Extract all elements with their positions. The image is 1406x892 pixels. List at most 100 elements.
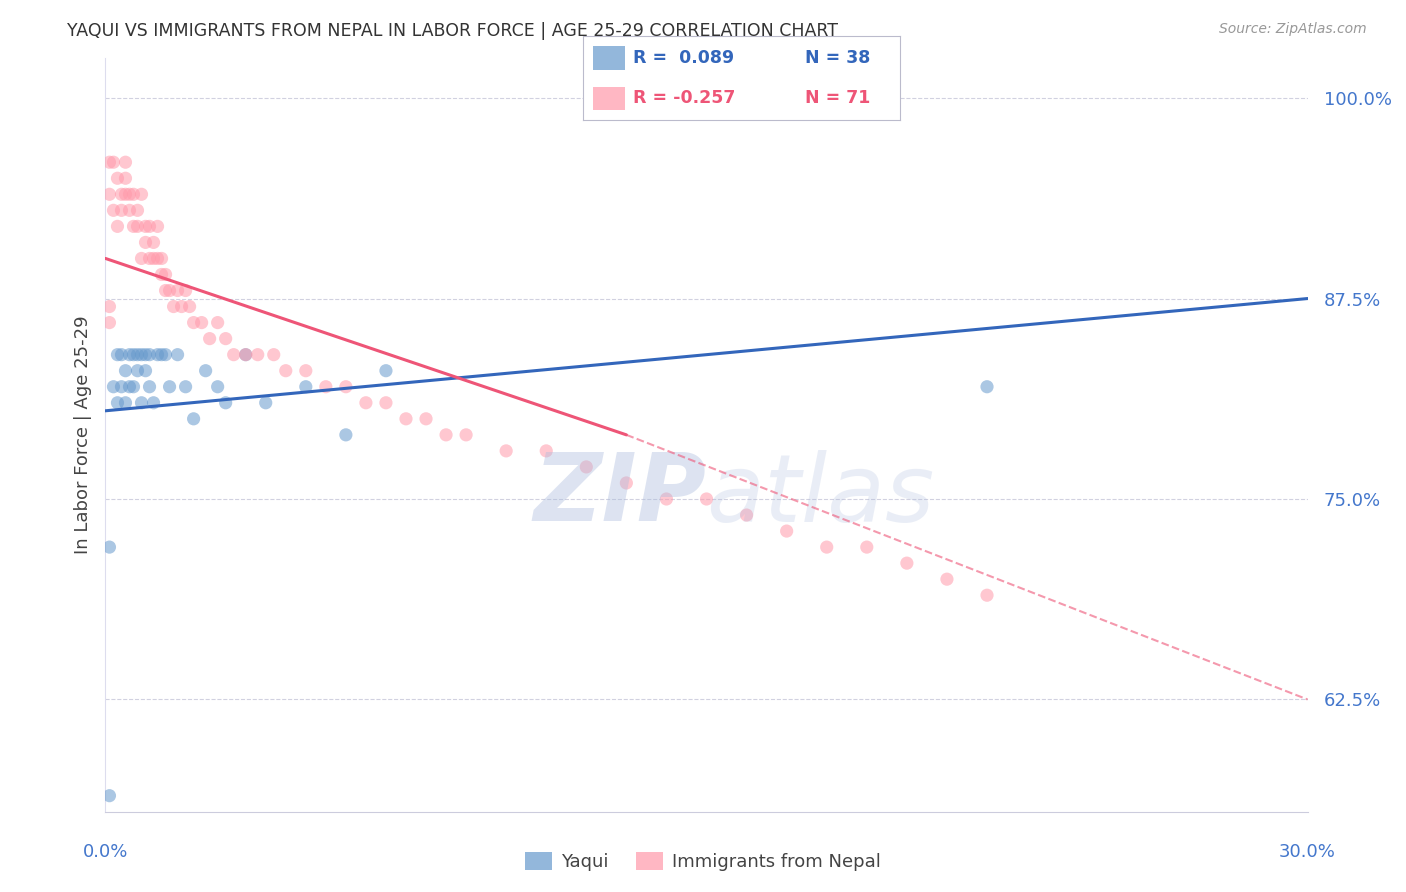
Point [274,364,297,378]
Point [155,268,177,282]
Point [696,491,718,506]
Point [142,396,165,410]
Point [159,380,181,394]
Point [214,332,236,346]
Point [138,252,160,266]
Point [246,348,269,362]
Point [194,364,217,378]
Point [122,187,145,202]
Text: Source: ZipAtlas.com: Source: ZipAtlas.com [1219,22,1367,37]
Point [110,187,132,202]
Point [127,203,149,218]
Point [110,203,132,218]
Point [142,235,165,250]
Point [107,348,129,362]
Point [131,187,153,202]
Point [183,412,205,426]
Point [103,380,125,394]
Point [155,284,177,298]
Point [107,171,129,186]
Point [235,348,257,362]
Point [135,235,157,250]
Point [114,187,136,202]
Point [110,348,132,362]
Legend: Yaqui, Immigrants from Nepal: Yaqui, Immigrants from Nepal [517,846,889,879]
Point [138,348,160,362]
Point [855,540,877,554]
Point [198,332,221,346]
Point [174,380,197,394]
Point [374,364,398,378]
Point [98,316,121,330]
Point [107,396,129,410]
Y-axis label: In Labor Force | Age 25-29: In Labor Force | Age 25-29 [73,316,91,554]
Point [138,380,160,394]
Point [150,252,173,266]
Point [315,380,337,394]
Point [138,219,160,234]
Point [159,284,181,298]
Text: R = -0.257: R = -0.257 [633,89,735,107]
Point [534,443,557,458]
Point [122,380,145,394]
Point [122,348,145,362]
Point [103,155,125,169]
Point [415,412,437,426]
Point [122,219,145,234]
Point [655,491,678,506]
Point [976,588,998,602]
Point [131,348,153,362]
Point [155,348,177,362]
Point [254,396,277,410]
Point [98,789,121,803]
Point [114,155,136,169]
Point [135,348,157,362]
Point [495,443,517,458]
Point [166,348,188,362]
Point [354,396,377,410]
Text: N = 38: N = 38 [804,49,870,67]
Point [166,284,188,298]
Point [815,540,838,554]
Point [295,380,318,394]
Point [374,396,398,410]
Point [190,316,212,330]
Point [295,364,318,378]
Point [335,380,357,394]
Point [936,572,959,586]
Point [118,187,141,202]
Point [114,364,136,378]
Text: YAQUI VS IMMIGRANTS FROM NEPAL IN LABOR FORCE | AGE 25-29 CORRELATION CHART: YAQUI VS IMMIGRANTS FROM NEPAL IN LABOR … [67,22,838,40]
Text: 0.0%: 0.0% [83,843,128,861]
Point [107,219,129,234]
Point [146,348,169,362]
Point [127,219,149,234]
Point [110,380,132,394]
Point [207,380,229,394]
Point [118,380,141,394]
Point [235,348,257,362]
Point [207,316,229,330]
Point [98,540,121,554]
Bar [593,45,624,70]
Point [616,475,638,490]
Point [776,524,799,538]
Text: atlas: atlas [707,450,935,541]
Text: 30.0%: 30.0% [1279,843,1336,861]
Point [454,427,477,442]
Point [127,348,149,362]
Point [896,556,918,570]
Point [150,268,173,282]
Point [114,396,136,410]
Point [179,300,201,314]
Text: R =  0.089: R = 0.089 [633,49,734,67]
Point [131,252,153,266]
Point [146,252,169,266]
Point [146,219,169,234]
Point [174,284,197,298]
Point [135,364,157,378]
Point [214,396,236,410]
Point [170,300,193,314]
Point [103,203,125,218]
Point [131,396,153,410]
